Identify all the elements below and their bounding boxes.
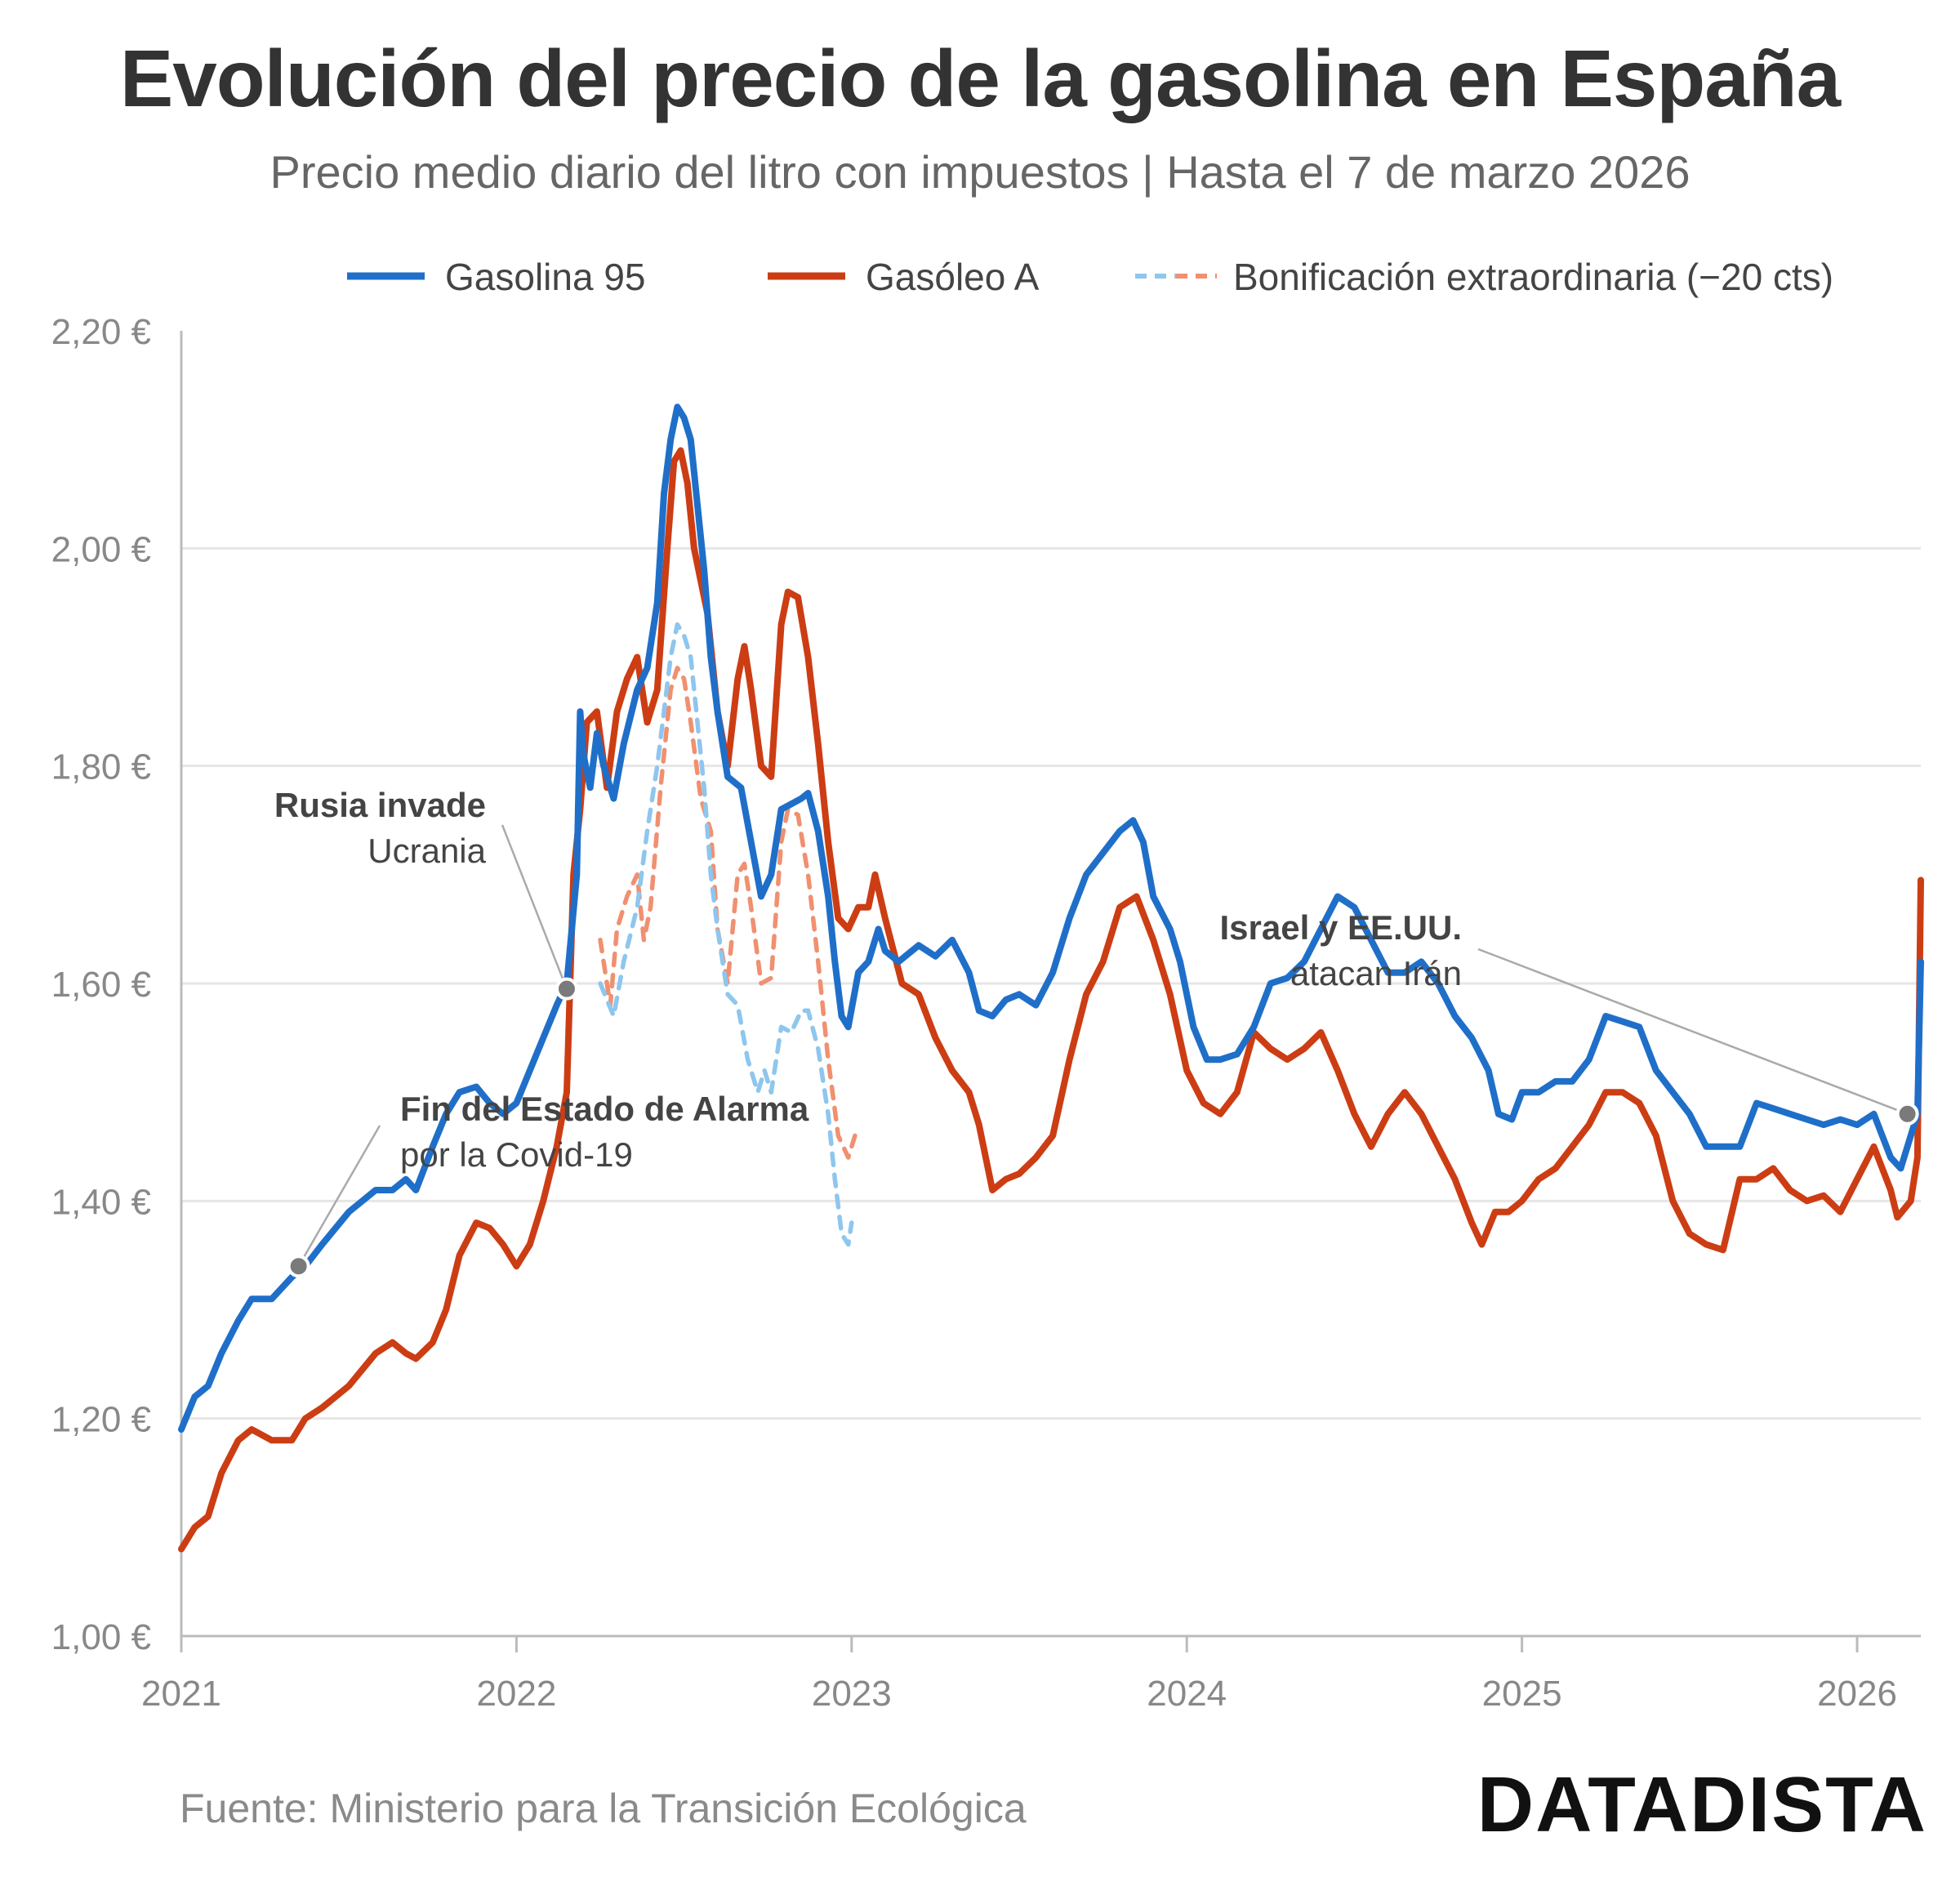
x-tick-label: 2023 [812,1674,892,1714]
y-tick-label: 1,40 € [51,1182,151,1222]
y-tick-label: 1,80 € [51,747,151,787]
y-tick-label: 1,20 € [51,1400,151,1440]
annotation-marker-covid [287,1255,310,1278]
x-tick-label: 2022 [476,1674,556,1714]
annotation-text-covid: por la Covid-19 [400,1135,633,1174]
annotation-leader-iran [1477,948,1909,1115]
x-tick-label: 2024 [1147,1674,1227,1714]
series-group [178,404,1924,1553]
y-tick-label: 1,60 € [51,965,151,1005]
annotation-leader-russia [501,824,568,990]
annotation-text-russia: Ucrania [368,832,486,870]
y-tick-label: 2,20 € [51,312,151,352]
series-line-gasoleo [178,447,1924,1553]
source-note: Fuente: Ministerio para la Transición Ec… [180,1786,1027,1831]
y-tick-label: 1,00 € [51,1617,151,1657]
legend-label-gasolina: Gasolina 95 [445,256,646,298]
chart-subtitle: Precio medio diario del litro con impues… [270,146,1690,198]
y-axis: 1,00 € 1,20 € 1,40 € 1,60 € 1,80 € 2,00 € 2,20… [51,312,183,1657]
legend-label-gasoleo: Gasóleo A [866,256,1040,298]
annotation-marker-iran [1895,1102,1919,1126]
x-axis: 2021 2022 2023 2024 2025 2026 [141,1634,1921,1714]
brand-logo: DATADISTA [1477,1761,1927,1848]
series-line-gasolina [178,404,1924,1433]
grid [181,546,1921,1420]
x-tick-label: 2026 [1817,1674,1897,1714]
chart-title: Evolución del precio de la gasolina en E… [119,33,1841,123]
x-tick-label: 2025 [1482,1674,1562,1714]
series-line-gasolina-bonificacion [598,622,854,1247]
annotation-title-covid: Fin del Estado de Alarma [400,1090,809,1128]
annotation-title-iran: Israel y EE.UU. [1220,908,1462,947]
annotation-title-russia: Rusia invade [274,786,486,824]
x-tick-label: 2021 [141,1674,221,1714]
legend: Gasolina 95 Gasóleo A Bonificación extra… [347,256,1833,298]
annotation-leader-covid [297,1125,381,1267]
annotation-text-iran: atacan Irán [1290,954,1462,992]
y-tick-label: 2,00 € [51,529,151,569]
legend-label-bonificacion: Bonificación extraordinaria (−20 cts) [1233,256,1833,298]
annotation-marker-russia [555,977,578,1001]
annotations: Fin del Estado de Alarma por la Covid-19 R… [274,786,1919,1278]
